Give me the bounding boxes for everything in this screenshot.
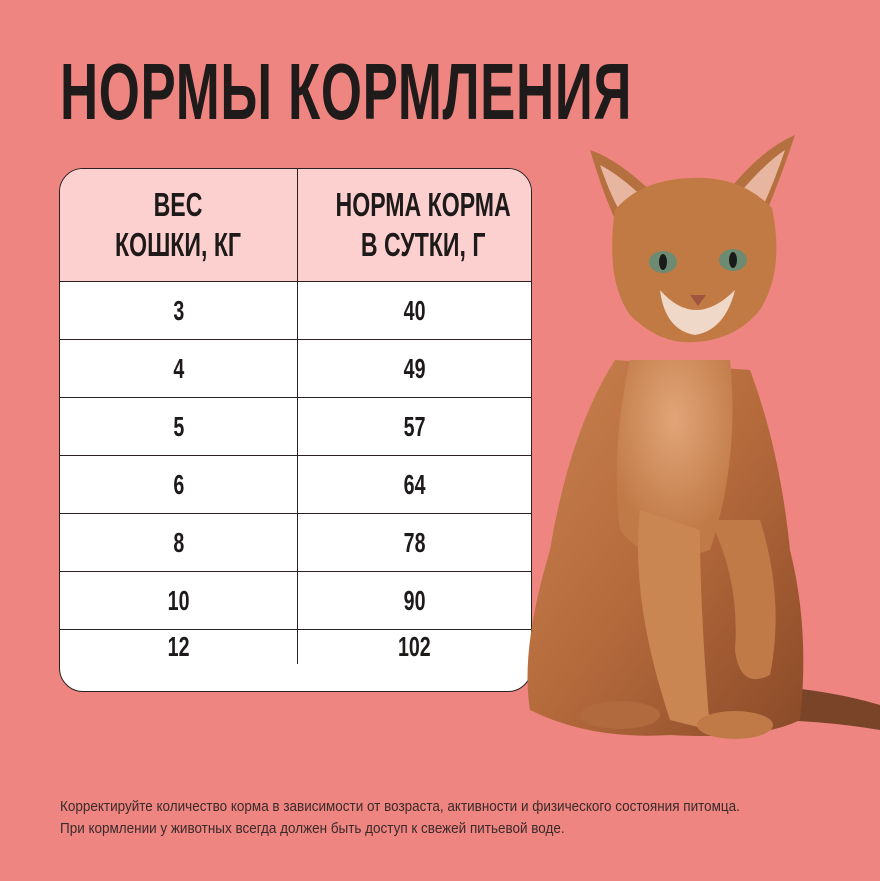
food-value: 78 bbox=[403, 526, 426, 558]
footnote: Корректируйте количество корма в зависим… bbox=[60, 796, 740, 840]
footnote-line2: При кормлении у животных всегда должен б… bbox=[60, 821, 565, 837]
header-food-line2: В СУТКИ, Г bbox=[360, 226, 486, 263]
food-cell: 49 bbox=[298, 340, 531, 397]
footnote-line1: Корректируйте количество корма в зависим… bbox=[60, 799, 740, 815]
cat-head bbox=[612, 177, 777, 343]
food-value: 40 bbox=[403, 294, 426, 326]
food-value: 49 bbox=[403, 352, 426, 384]
food-cell: 40 bbox=[298, 282, 531, 339]
weight-value: 3 bbox=[173, 294, 184, 326]
weight-value: 10 bbox=[167, 584, 190, 616]
weight-cell: 5 bbox=[60, 398, 298, 455]
table-row: 10 90 bbox=[60, 571, 531, 629]
table-row: 8 78 bbox=[60, 513, 531, 571]
food-cell: 57 bbox=[298, 398, 531, 455]
weight-cell: 3 bbox=[60, 282, 298, 339]
food-value: 90 bbox=[403, 584, 426, 616]
header-weight-line2: КОШКИ, КГ bbox=[115, 226, 242, 263]
food-cell: 102 bbox=[298, 630, 531, 664]
weight-cell: 10 bbox=[60, 572, 298, 629]
table-row: 3 40 bbox=[60, 281, 531, 339]
header-weight-line1: ВЕС bbox=[154, 186, 203, 224]
food-cell: 78 bbox=[298, 514, 531, 571]
food-value: 102 bbox=[398, 631, 431, 662]
weight-cell: 12 bbox=[60, 630, 298, 664]
header-food: НОРМА КОРМА В СУТКИ, Г bbox=[298, 169, 531, 281]
cat-leg-right bbox=[710, 520, 776, 680]
table-row: 6 64 bbox=[60, 455, 531, 513]
page-title: НОРМЫ КОРМЛЕНИЯ bbox=[60, 47, 633, 136]
food-value: 57 bbox=[403, 410, 426, 442]
header-weight: ВЕС КОШКИ, КГ bbox=[60, 169, 298, 281]
table-row: 5 57 bbox=[60, 397, 531, 455]
table-row: 12 102 bbox=[60, 629, 531, 664]
cat-image bbox=[527, 135, 880, 739]
header-food-line1: НОРМА КОРМА bbox=[335, 186, 511, 224]
weight-cell: 8 bbox=[60, 514, 298, 571]
weight-value: 12 bbox=[167, 631, 190, 662]
weight-value: 6 bbox=[173, 468, 184, 500]
food-value: 64 bbox=[403, 468, 426, 500]
cat-chest bbox=[616, 360, 733, 557]
cat-leg-left bbox=[638, 510, 710, 730]
cat-nose bbox=[690, 295, 706, 306]
weight-cell: 4 bbox=[60, 340, 298, 397]
food-cell: 64 bbox=[298, 456, 531, 513]
table-header: ВЕС КОШКИ, КГ НОРМА КОРМА В СУТКИ, Г bbox=[60, 169, 531, 281]
food-cell: 90 bbox=[298, 572, 531, 629]
weight-value: 5 bbox=[173, 410, 184, 442]
weight-cell: 6 bbox=[60, 456, 298, 513]
table-row: 4 49 bbox=[60, 339, 531, 397]
feeding-table: ВЕС КОШКИ, КГ НОРМА КОРМА В СУТКИ, Г 3 40 4 4… bbox=[59, 168, 532, 692]
weight-value: 8 bbox=[173, 526, 184, 558]
weight-value: 4 bbox=[173, 352, 184, 384]
